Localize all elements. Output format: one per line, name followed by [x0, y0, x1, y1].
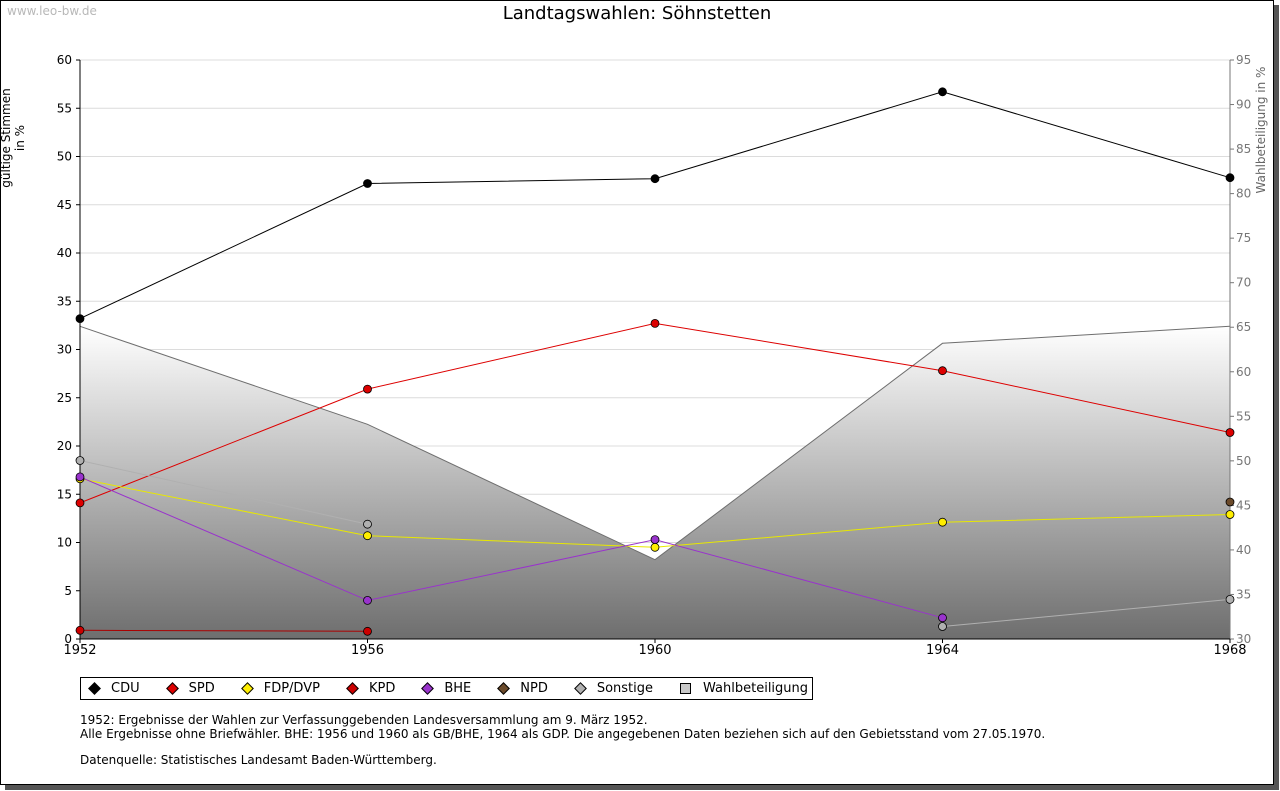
y-tick-label: 45 [57, 198, 72, 212]
data-point-fdp-dvp [650, 542, 660, 552]
legend-marker-sonstige [573, 682, 587, 695]
x-tick-label: 1968 [1213, 643, 1246, 658]
y2-tick-label: 85 [1236, 142, 1251, 156]
legend-marker-kpd [346, 682, 359, 695]
y-tick-label: 25 [57, 391, 72, 405]
legend-item-wahlbeteiligung: Wahlbeteiligung [678, 681, 808, 696]
y-tick-label: 40 [57, 246, 72, 260]
legend-label-bhe: BHE [444, 681, 472, 696]
data-point-bhe [938, 613, 947, 623]
data-point-sonstige [938, 622, 947, 631]
data-point-sonstige [1225, 595, 1235, 604]
chart-title: Landtagswahlen: Söhnstetten [502, 3, 772, 24]
data-point-npd [1225, 497, 1235, 507]
legend-label-fdp: FDP/DVP [263, 681, 320, 696]
y2-tick-label: 60 [1236, 365, 1251, 379]
y2-tick-label: 45 [1236, 498, 1251, 512]
y-tick-label: 30 [57, 343, 72, 357]
data-point-spd [75, 498, 85, 508]
data-point-cdu [75, 314, 85, 324]
series-line-bhe [79, 476, 943, 619]
legend-item-sonstige: Sonstige [573, 681, 653, 696]
legend-label-sonstige: Sonstige [596, 681, 654, 696]
data-point-cdu [1225, 173, 1235, 183]
y-tick-label: 0 [64, 632, 72, 646]
legend-marker-spd [165, 682, 179, 695]
data-point-spd [938, 366, 947, 376]
y-tick-label: 60 [57, 53, 72, 67]
axes: 0 5 10 15 20 25 30 35 40 45 50 55 60 30 35 40 45 50 55 60 65… [57, 53, 1252, 658]
turnout-area-fill [80, 326, 1230, 639]
y-tick-label: 5 [64, 584, 72, 598]
y-tick-label: 15 [57, 487, 72, 501]
legend-marker-cdu [88, 682, 101, 695]
note-line-1: 1952: Ergebnisse der Wahlen zur Verfassu… [80, 713, 648, 727]
data-point-sonstige [363, 519, 372, 529]
y2-tick-label: 70 [1236, 276, 1251, 290]
y-tick-label: 10 [57, 536, 72, 550]
legend-item-spd: SPD [165, 681, 215, 696]
data-point-bhe [650, 535, 660, 544]
legend-item-kpd: KPD [345, 681, 395, 696]
data-point-fdp-dvp [363, 531, 372, 541]
y2-tick-label: 90 [1236, 98, 1251, 112]
legend-item-npd: NPD [496, 681, 548, 696]
data-point-spd [363, 384, 372, 394]
y2-tick-label: 35 [1236, 587, 1251, 601]
y2-tick-label: 80 [1236, 187, 1251, 201]
y-tick-label: 50 [57, 150, 72, 164]
legend-label-cdu: CDU [111, 681, 140, 696]
x-tick-label: 1964 [926, 643, 959, 658]
data-point-fdp-dvp [1225, 510, 1235, 519]
y2-tick-label: 50 [1236, 454, 1251, 468]
watermark: www.leo-bw.de [7, 4, 97, 18]
y-tick-label: 55 [57, 101, 72, 115]
turnout-line [79, 325, 1231, 561]
data-point-spd [1225, 428, 1235, 437]
series-line-sonstige [942, 598, 1231, 627]
x-tick-label: 1952 [63, 643, 96, 658]
data-point-sonstige [75, 456, 85, 465]
legend-item-cdu: CDU [87, 681, 140, 696]
data-point-cdu [650, 174, 660, 184]
data-source: Datenquelle: Statistisches Landesamt Bad… [80, 753, 437, 767]
legend-label-npd: NPD [520, 681, 548, 696]
data-point-bhe [363, 596, 372, 605]
legend: CDU SPD FDP/DVP KPD BHE NPD Sonstige Wah… [80, 677, 814, 700]
data-point-kpd [363, 626, 372, 636]
legend-marker-npd [497, 682, 511, 695]
data-point-kpd [75, 625, 85, 635]
notes: 1952: Ergebnisse der Wahlen zur Verfassu… [80, 713, 1045, 767]
data-point-cdu [363, 179, 372, 188]
x-tick-label: 1960 [638, 643, 671, 658]
data-point-fdp-dvp [938, 517, 947, 527]
note-line-2: Alle Ergebnisse ohne Briefwähler. BHE: 1… [80, 727, 1046, 741]
legend-item-fdp: FDP/DVP [240, 681, 320, 696]
legend-marker-wahlbeteiligung [680, 683, 692, 694]
y2-tick-label: 40 [1236, 543, 1251, 557]
legend-marker-fdp [240, 682, 254, 695]
series-markers [75, 87, 1235, 636]
chart-plot: 0 5 10 15 20 25 30 35 40 45 50 55 60 30 35 40 45 50 55 60 65… [57, 53, 1252, 658]
y2-tick-label: 75 [1236, 231, 1251, 245]
y2-tick-label: 55 [1236, 409, 1251, 423]
legend-marker-bhe [421, 682, 435, 695]
legend-label-wahlbeteiligung: Wahlbeteiligung [703, 681, 809, 696]
series-line-sonstige [79, 460, 368, 525]
y2-tick-label: 30 [1236, 632, 1251, 646]
legend-label-spd: SPD [188, 681, 215, 696]
legend-label-kpd: KPD [368, 681, 396, 696]
y2-tick-label: 65 [1236, 320, 1251, 334]
y2-tick-label: 95 [1236, 53, 1251, 67]
x-tick-label: 1956 [351, 643, 384, 658]
turnout-area [79, 325, 1231, 639]
data-point-cdu [938, 87, 947, 97]
y-tick-label: 20 [57, 439, 72, 453]
series-line-kpd [79, 629, 368, 632]
data-point-spd [650, 318, 660, 328]
y-tick-label: 35 [57, 294, 72, 308]
data-point-bhe [75, 472, 85, 482]
legend-item-bhe: BHE [420, 681, 471, 696]
